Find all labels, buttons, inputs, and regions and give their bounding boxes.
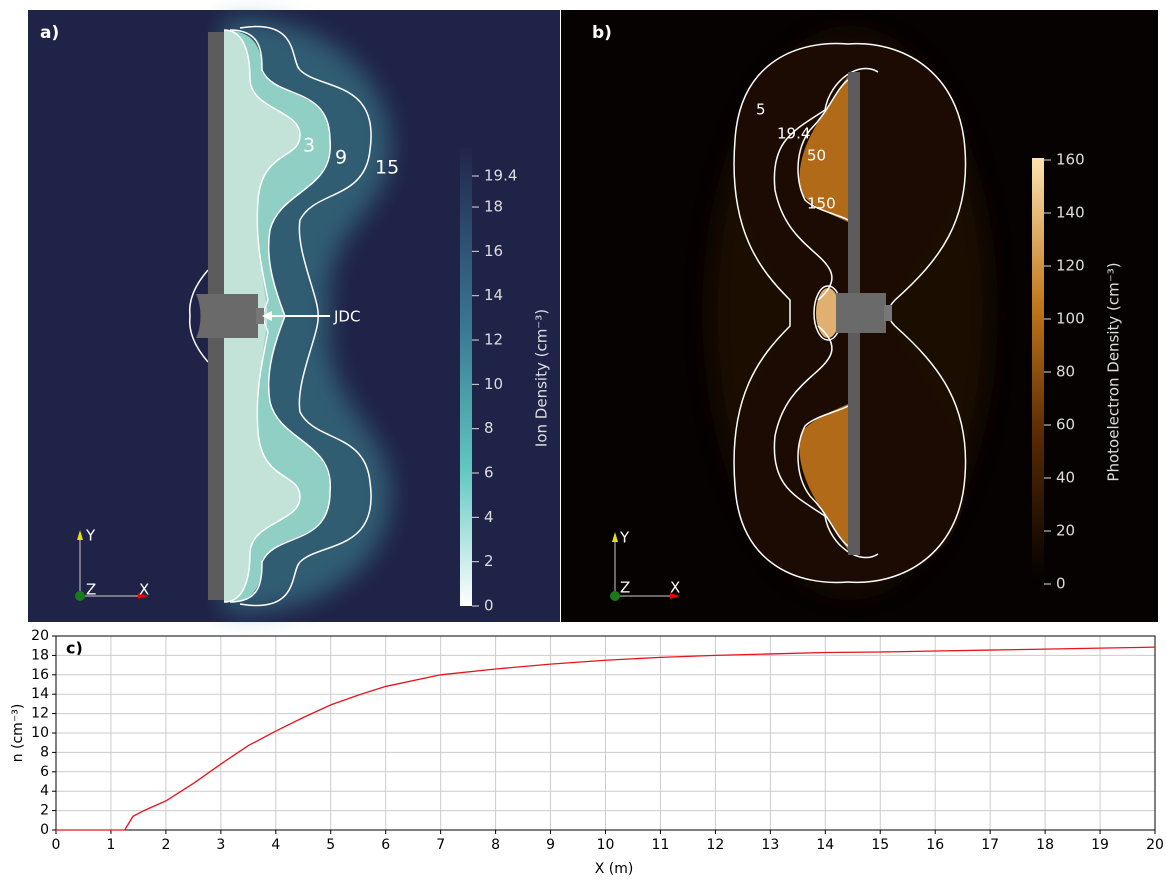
y-tick-label: 8 <box>40 744 49 760</box>
colorbar-tick-label: 120 <box>1056 257 1085 275</box>
x-tick-label: 15 <box>871 837 889 853</box>
colorbar-tick-label: 0 <box>484 597 494 615</box>
y-tick-label: 10 <box>31 725 49 741</box>
colorbar-label: Photoelectron Density (cm⁻³) <box>1105 262 1123 481</box>
colorbar-tick-label: 12 <box>484 331 503 349</box>
triad-label: X <box>670 579 680 597</box>
colorbar-tick-label: 60 <box>1056 416 1075 434</box>
x-tick-label: 17 <box>981 837 999 853</box>
triad-label: Z <box>620 579 630 597</box>
page: JDC a) 3 9 15 Ion Density (cm⁻³) Y Z X b… <box>0 0 1166 882</box>
triad-label: Z <box>86 581 96 599</box>
x-tick-label: 8 <box>491 837 500 853</box>
contour-label: 50 <box>807 147 826 165</box>
y-tick-label: 12 <box>31 706 49 722</box>
x-tick-label: 6 <box>381 837 390 853</box>
x-tick-label: 9 <box>546 837 555 853</box>
x-tick-label: 3 <box>216 837 225 853</box>
colorbar-tick-label: 18 <box>484 198 503 216</box>
colorbar-tick-label: 20 <box>1056 522 1075 540</box>
colorbar-tick-label: 16 <box>484 242 503 260</box>
x-tick-label: 4 <box>271 837 280 853</box>
x-tick-label: 19 <box>1091 837 1109 853</box>
y-tick-label: 20 <box>31 628 49 644</box>
x-tick-label: 7 <box>436 837 445 853</box>
panel-label: b) <box>592 23 612 43</box>
contour-label: 150 <box>807 195 836 213</box>
colorbar-tick-label: 4 <box>484 508 494 526</box>
colorbar-tick-label: 100 <box>1056 310 1085 328</box>
x-tick-label: 10 <box>597 837 615 853</box>
y-tick-label: 18 <box>31 647 49 663</box>
y-tick-label: 6 <box>40 764 49 780</box>
x-tick-label: 0 <box>52 837 61 853</box>
y-tick-label: 2 <box>40 803 49 819</box>
colorbar-tick-label: 40 <box>1056 469 1075 487</box>
x-tick-label: 18 <box>1036 837 1054 853</box>
colorbar-label: Ion Density (cm⁻³) <box>533 309 551 447</box>
contour-label: 15 <box>375 157 399 179</box>
colorbar-tick-label: 140 <box>1056 204 1085 222</box>
x-tick-label: 5 <box>326 837 335 853</box>
colorbar-tick-label: 0 <box>1056 575 1066 593</box>
x-tick-label: 16 <box>926 837 944 853</box>
x-tick-label: 14 <box>816 837 834 853</box>
colorbar-tick-label: 160 <box>1056 151 1085 169</box>
y-tick-label: 16 <box>31 667 49 683</box>
colorbar-tick-label: 80 <box>1056 363 1075 381</box>
x-tick-label: 2 <box>161 837 170 853</box>
colorbar-tick-label: 8 <box>484 419 494 437</box>
colorbar <box>460 148 472 606</box>
contour-label: 3 <box>303 135 315 157</box>
triad-label: X <box>139 581 149 599</box>
y-tick-label: 14 <box>31 686 49 702</box>
y-tick-label: 0 <box>40 822 49 838</box>
x-tick-label: 20 <box>1146 837 1164 853</box>
contour-label: 19.4 <box>777 125 810 143</box>
y-tick-label: 4 <box>40 783 49 799</box>
colorbar <box>1032 158 1044 584</box>
x-tick-label: 12 <box>706 837 724 853</box>
panel-label: a) <box>40 23 59 43</box>
annotation: JDC <box>333 308 360 326</box>
triad-label: Y <box>619 529 630 547</box>
triad-label: Y <box>85 527 96 545</box>
contour-label: 9 <box>335 147 347 169</box>
y-axis-label: n (cm⁻³) <box>10 704 26 763</box>
colorbar-tick-label: 2 <box>484 552 494 570</box>
colorbar-tick-label: 10 <box>484 375 503 393</box>
x-tick-label: 13 <box>761 837 779 853</box>
x-tick-label: 1 <box>106 837 115 853</box>
x-tick-label: 11 <box>652 837 670 853</box>
colorbar-tick-label: 14 <box>484 286 503 304</box>
contour-label: 5 <box>756 101 766 119</box>
colorbar-tick-label: 19.4 <box>484 167 517 185</box>
figure: JDC a) 3 9 15 Ion Density (cm⁻³) Y Z X b… <box>0 0 1166 878</box>
panel-label: c) <box>66 639 83 658</box>
colorbar-tick-label: 6 <box>484 464 494 482</box>
x-axis-label: X (m) <box>595 861 634 877</box>
